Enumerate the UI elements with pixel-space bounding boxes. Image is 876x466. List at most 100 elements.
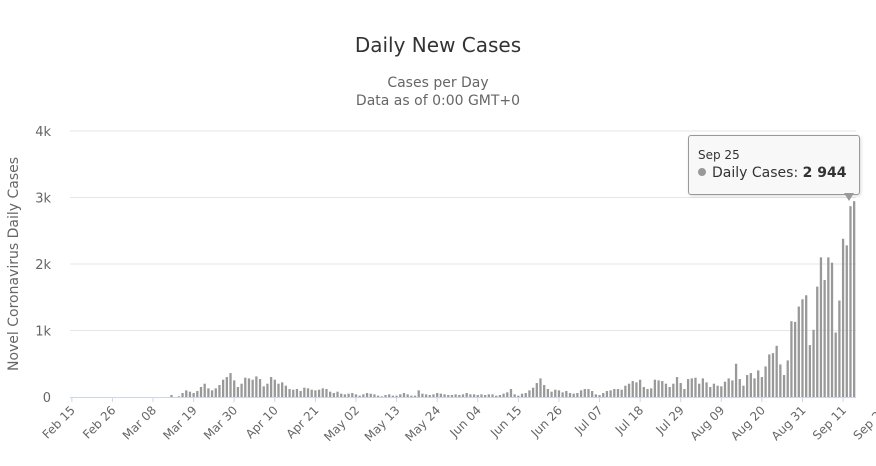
- bar[interactable]: [288, 389, 291, 397]
- bar[interactable]: [631, 381, 634, 397]
- bar[interactable]: [480, 394, 483, 397]
- bar[interactable]: [281, 382, 284, 397]
- bar[interactable]: [391, 395, 395, 397]
- bar[interactable]: [351, 393, 354, 397]
- bar[interactable]: [520, 393, 524, 397]
- bar[interactable]: [406, 394, 409, 397]
- bar[interactable]: [487, 394, 490, 397]
- bar[interactable]: [303, 387, 306, 397]
- bar[interactable]: [196, 391, 199, 397]
- bar[interactable]: [421, 393, 424, 397]
- bar[interactable]: [635, 382, 638, 397]
- bar[interactable]: [782, 375, 786, 397]
- bar[interactable]: [233, 380, 236, 398]
- bar[interactable]: [255, 376, 258, 397]
- bar[interactable]: [343, 394, 347, 397]
- bar[interactable]: [269, 377, 273, 397]
- bar[interactable]: [450, 395, 454, 397]
- bar[interactable]: [458, 395, 461, 397]
- bar[interactable]: [347, 393, 350, 397]
- bar[interactable]: [413, 395, 417, 397]
- bar[interactable]: [362, 394, 365, 397]
- bar[interactable]: [653, 379, 657, 397]
- bar[interactable]: [790, 321, 793, 397]
- bar[interactable]: [731, 380, 734, 398]
- bar[interactable]: [557, 390, 561, 397]
- bar[interactable]: [472, 394, 476, 397]
- bar[interactable]: [207, 388, 210, 397]
- bar[interactable]: [746, 375, 749, 397]
- bar[interactable]: [376, 395, 380, 397]
- bar[interactable]: [753, 378, 756, 397]
- bar[interactable]: [830, 262, 834, 397]
- bar[interactable]: [849, 206, 852, 397]
- bar[interactable]: [786, 360, 789, 397]
- bar[interactable]: [686, 379, 690, 397]
- bar[interactable]: [576, 393, 579, 397]
- bar[interactable]: [388, 394, 391, 397]
- bar[interactable]: [292, 389, 295, 397]
- bar[interactable]: [247, 378, 251, 397]
- bar[interactable]: [565, 391, 568, 397]
- bar[interactable]: [192, 393, 195, 397]
- bar[interactable]: [816, 286, 819, 397]
- bar[interactable]: [738, 379, 741, 397]
- bar[interactable]: [793, 321, 797, 397]
- bar[interactable]: [716, 385, 719, 397]
- bar[interactable]: [672, 383, 675, 397]
- bar[interactable]: [661, 381, 664, 397]
- bar[interactable]: [646, 389, 649, 397]
- bar[interactable]: [222, 379, 225, 397]
- bar[interactable]: [613, 389, 616, 397]
- bar[interactable]: [439, 393, 443, 397]
- bar[interactable]: [432, 394, 435, 397]
- bar[interactable]: [594, 394, 597, 397]
- bar[interactable]: [827, 257, 830, 397]
- bar[interactable]: [210, 390, 214, 397]
- bar[interactable]: [642, 387, 645, 397]
- bar[interactable]: [299, 391, 302, 397]
- bar[interactable]: [664, 383, 668, 397]
- bar[interactable]: [443, 394, 446, 397]
- bar[interactable]: [199, 387, 203, 397]
- bar[interactable]: [757, 370, 760, 397]
- bar[interactable]: [760, 377, 764, 397]
- bar[interactable]: [638, 379, 642, 397]
- bar[interactable]: [465, 393, 468, 397]
- bar[interactable]: [369, 393, 372, 397]
- bar[interactable]: [602, 393, 605, 397]
- bar[interactable]: [535, 383, 538, 397]
- bar[interactable]: [701, 378, 705, 397]
- bar[interactable]: [399, 394, 402, 397]
- bar[interactable]: [805, 295, 808, 397]
- bar[interactable]: [314, 390, 317, 397]
- bar[interactable]: [683, 389, 686, 397]
- bar[interactable]: [841, 238, 845, 397]
- bar[interactable]: [768, 354, 771, 397]
- bar[interactable]: [712, 383, 716, 397]
- bar[interactable]: [402, 393, 406, 397]
- bar[interactable]: [764, 366, 767, 397]
- bar[interactable]: [354, 394, 358, 397]
- bar[interactable]: [469, 394, 472, 397]
- bar[interactable]: [509, 389, 513, 397]
- bar[interactable]: [801, 299, 804, 397]
- bar[interactable]: [498, 395, 502, 397]
- bar[interactable]: [185, 390, 188, 397]
- bar[interactable]: [325, 389, 328, 397]
- bar[interactable]: [321, 388, 324, 397]
- bar[interactable]: [709, 387, 712, 397]
- bar[interactable]: [727, 378, 730, 397]
- bar[interactable]: [513, 394, 516, 397]
- bar[interactable]: [749, 373, 752, 397]
- bar[interactable]: [734, 363, 738, 397]
- bar[interactable]: [579, 390, 583, 397]
- bar[interactable]: [295, 389, 299, 397]
- bar[interactable]: [358, 395, 361, 397]
- bar[interactable]: [698, 383, 701, 397]
- bar[interactable]: [583, 389, 586, 397]
- bar[interactable]: [258, 379, 262, 397]
- bar[interactable]: [834, 332, 837, 398]
- bar[interactable]: [306, 388, 310, 397]
- bar[interactable]: [177, 396, 181, 397]
